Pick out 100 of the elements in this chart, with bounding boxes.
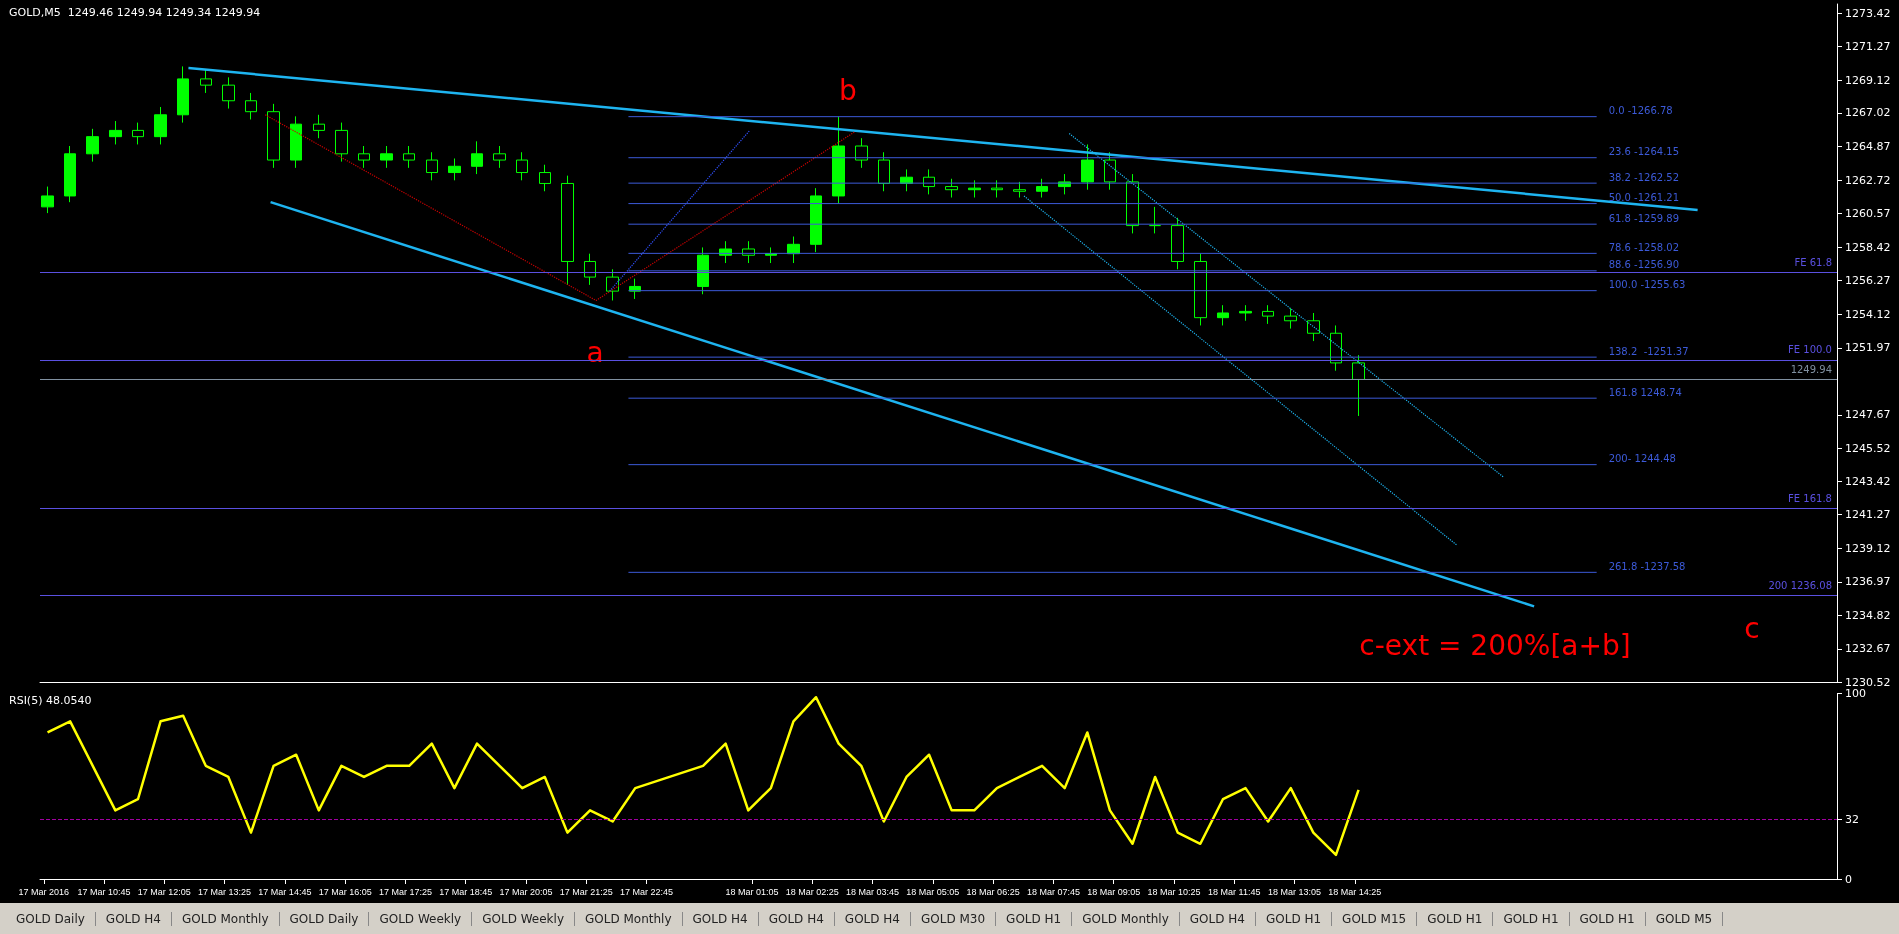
- y-tick-label: 1264.87: [1845, 139, 1891, 153]
- x-tick-label: 18 Mar 07:45: [1026, 886, 1080, 897]
- x-tick-label: 17 Mar 12:05: [137, 886, 191, 897]
- candlestick: [403, 145, 415, 169]
- candlestick: [1239, 304, 1252, 322]
- candlestick: [448, 157, 461, 181]
- x-tick-label: 18 Mar 03:45: [846, 886, 900, 897]
- candlestick: [41, 186, 54, 214]
- series-label: 100.0 -1255.63: [1608, 279, 1686, 291]
- y-tick-label: 1239.12: [1845, 541, 1891, 555]
- y-tick-label: 1245.52: [1845, 441, 1891, 455]
- y-tick-label: 1256.27: [1845, 274, 1891, 288]
- y-tick-label: 1251.97: [1845, 341, 1891, 355]
- candlestick: [109, 120, 122, 145]
- text: GOLD H4: [1179, 911, 1256, 926]
- candlestick: [471, 140, 483, 175]
- text: GOLD Weekly: [369, 911, 473, 926]
- series-label: 61.8 -1259.89: [1608, 212, 1680, 224]
- candlestick: [606, 268, 619, 301]
- y-tick-label: 1271.27: [1845, 40, 1891, 54]
- y-tick-label: 1267.02: [1845, 106, 1891, 120]
- candlestick: [313, 114, 325, 139]
- candlestick: [1171, 217, 1184, 270]
- text: GOLD Daily: [6, 911, 96, 926]
- candlestick: [1081, 143, 1094, 191]
- ref-line-label: FE 100.0: [1788, 344, 1832, 356]
- candlestick: [86, 128, 99, 163]
- candlestick: [1217, 304, 1229, 326]
- candlestick: [561, 175, 574, 286]
- y-tick-label: 1230.52: [1845, 676, 1891, 689]
- candlestick: [335, 122, 348, 163]
- series-label: 138.2 -1251.37: [1608, 345, 1689, 357]
- x-tick-label: 18 Mar 10:25: [1147, 886, 1201, 897]
- series-label: 50.0 -1261.21: [1608, 192, 1680, 204]
- candlestick: [516, 151, 528, 181]
- x-tick-label: 17 Mar 17:25: [378, 886, 432, 897]
- candlestick: [380, 145, 393, 169]
- candlestick: [832, 116, 845, 205]
- y-tick-label: 1254.12: [1845, 307, 1891, 321]
- candlestick: [245, 92, 257, 120]
- annotation: c: [1744, 611, 1760, 645]
- candlestick: [584, 253, 596, 286]
- line-series: [46, 695, 1360, 857]
- candlestick: [1284, 307, 1297, 330]
- ref-line-label: FE 61.8: [1794, 256, 1832, 268]
- candlestick: [1194, 253, 1207, 326]
- series-label: 261.8 -1237.58: [1608, 560, 1686, 572]
- y-tick-label: 1258.42: [1845, 240, 1891, 254]
- candlestick: [1036, 178, 1048, 198]
- x-tick-label: 17 Mar 20:05: [499, 886, 553, 897]
- candlestick: [697, 246, 709, 295]
- series-label: 78.6 -1258.02: [1608, 241, 1680, 253]
- text: GOLD Weekly: [472, 911, 575, 926]
- candlestick: [855, 137, 868, 169]
- ref-line-label: FE 161.8: [1788, 492, 1832, 504]
- x-tick-label: 18 Mar 13:05: [1267, 886, 1322, 897]
- candlestick: [200, 69, 212, 94]
- y-tick-label: 1236.97: [1845, 575, 1891, 589]
- candlestick: [787, 236, 800, 264]
- x-tick-label: 18 Mar 11:45: [1208, 886, 1261, 897]
- candlestick: [991, 179, 1003, 198]
- x-tick-label: 17 Mar 13:25: [198, 886, 252, 897]
- candlestick: [358, 145, 370, 169]
- candlestick: [426, 151, 438, 181]
- text: GOLD H4: [95, 911, 173, 926]
- series-label: 23.6 -1264.15: [1608, 146, 1680, 158]
- y-tick-label: 1260.57: [1845, 207, 1891, 221]
- candlestick: [1126, 173, 1139, 234]
- chart-title: RSI(5) 48.0540: [9, 694, 92, 707]
- x-tick-label: 17 Mar 18:45: [439, 886, 493, 897]
- series-label: 0.0 -1266.78: [1608, 105, 1673, 117]
- candlestick: [154, 106, 167, 145]
- y-tick-label: 1269.12: [1845, 73, 1891, 87]
- y-tick-label: 1262.72: [1845, 173, 1891, 187]
- series-label: 88.6 -1256.90: [1608, 259, 1680, 271]
- series-label: 38.2 -1262.52: [1608, 171, 1680, 183]
- ref-line-label: 1249.94: [1790, 363, 1832, 375]
- y-tick-label: 1232.67: [1845, 642, 1891, 656]
- x-tick-label: 17 Mar 2016: [18, 886, 70, 897]
- text: GOLD Daily: [279, 911, 370, 926]
- candlestick: [1262, 304, 1274, 325]
- x-tick-label: 17 Mar 14:45: [258, 886, 312, 897]
- candlestick: [810, 187, 822, 253]
- x-tick-label: 18 Mar 02:25: [785, 886, 839, 897]
- text: GOLD H4: [758, 911, 835, 926]
- candlestick: [267, 103, 280, 169]
- x-tick-label: 18 Mar 09:05: [1087, 886, 1141, 897]
- series-label: 161.8 1248.74: [1608, 386, 1682, 398]
- text: GOLD Monthly: [172, 911, 280, 926]
- candlestick: [222, 76, 235, 110]
- text: GOLD H4: [682, 911, 759, 926]
- chart-title: GOLD,M5 1249.46 1249.94 1249.34 1249.94: [9, 6, 261, 19]
- x-tick-label: 18 Mar 01:05: [725, 886, 779, 897]
- candlestick: [177, 65, 189, 124]
- text: GOLD M5: [1645, 911, 1724, 926]
- candlestick: [493, 145, 506, 169]
- x-tick-label: 17 Mar 22:45: [620, 886, 674, 897]
- x-tick-label: 17 Mar 16:05: [318, 886, 372, 897]
- x-tick-label: 17 Mar 21:25: [559, 886, 613, 897]
- x-tick-label: 17 Mar 10:45: [77, 886, 131, 897]
